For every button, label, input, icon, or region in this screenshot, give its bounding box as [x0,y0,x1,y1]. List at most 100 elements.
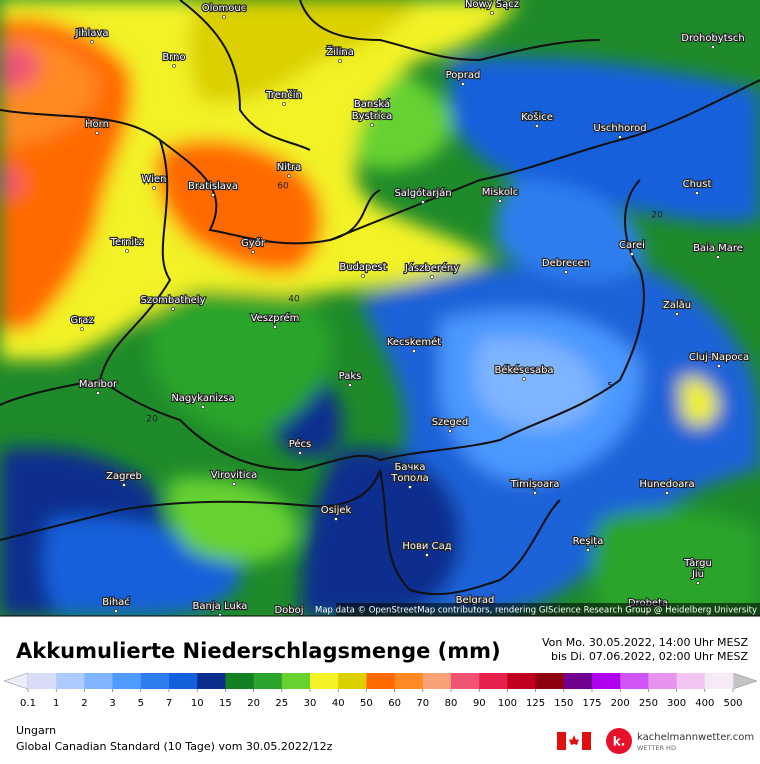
city-dot [125,249,129,253]
legend-title: Akkumulierte Niederschlagsmenge (mm) [16,639,501,663]
city-label: Banja Luka [193,601,248,612]
colorbar-segment [140,673,170,689]
colorbar-tick-label: 10 [191,698,204,709]
colorbar-segment [620,673,649,689]
colorbar-segment [704,673,734,689]
city-dot [211,193,215,197]
city-label: Žilina [326,45,354,58]
colorbar-segment [310,673,339,689]
city-dot [287,174,291,178]
city-dot [421,200,425,204]
city-dot [695,191,699,195]
colorbar-segment [535,673,565,689]
brand-logo [606,728,632,754]
city-label: Wien [142,174,167,185]
city-dot [665,491,669,495]
attribution: Map data © OpenStreetMap contributors, r… [315,606,757,616]
city-dot [218,613,222,616]
city-dot [618,135,622,139]
city-label: Győr [241,237,266,249]
colorbar-segment [225,673,254,689]
city-dot [716,255,720,259]
colorbar-segment [84,673,113,689]
city-label: Bratislava [188,181,238,192]
city-dot [251,250,255,254]
colorbar-segment [366,673,395,689]
city-label: Reșița [573,536,604,547]
city-dot [282,102,286,106]
city-label: Nagykanizsa [171,393,234,404]
colorbar-tick-label: 70 [416,698,429,709]
borders [0,0,760,596]
city-dot [171,307,175,311]
city-label: Топола [390,473,428,484]
city-dot [717,364,721,368]
colorbar-tick-label: 25 [275,698,288,709]
contour-label: 40 [288,295,300,305]
colorbar-tick-label: 15 [219,698,232,709]
city-label: Horn [85,119,109,130]
city-dot [675,312,679,316]
colorbar-tick-label: 5 [138,698,144,709]
city-label: Miskolc [482,187,518,198]
colorbar-segment [676,673,706,689]
city-label: Hunedoara [639,479,694,490]
precip-map: Olomouc Nowy Sącz Jihlava Drohobytsch Brno Ži… [0,0,760,616]
colorbar-segment [422,673,452,689]
colorbar-segment [197,673,226,689]
colorbar-over [732,672,758,690]
city-dot [222,15,226,19]
city-label: Zagreb [106,471,142,482]
model-run: Global Canadian Standard (10 Tage) vom 3… [16,740,333,753]
city-dot [412,349,416,353]
city-dot [425,553,429,557]
region: Ungarn [16,724,56,737]
colorbar-segment [169,673,198,689]
colorbar-segment [563,673,593,689]
city-label: Graz [70,315,93,326]
city-label: Békéscsaba [494,364,553,376]
city-label: Virovitica [211,470,257,481]
colorbar-tick-label: 300 [667,698,686,709]
city-dot [630,252,634,256]
city-dot [122,483,126,487]
brand-name: kachelmannwetter.com [637,732,754,743]
city-label: Szombathely [140,295,205,306]
city-dot [201,405,205,409]
city-label: Bystrica [352,111,392,122]
colorbar-segment [338,673,367,689]
city-dot [533,491,537,495]
city-label: Nowy Sącz [465,0,519,10]
city-label: Nitra [277,162,301,173]
colorbar-segment [592,673,621,689]
colorbar-under [3,672,29,690]
city-dot [152,186,156,190]
contour-label: 20 [651,211,663,221]
colorbar-tick-label: 80 [445,698,458,709]
city-label: Szeged [432,417,469,428]
city-dot [490,11,494,15]
city-dot [334,517,338,521]
colorbar-segment [648,673,677,689]
city-dot [232,482,236,486]
city-label: Cluj-Napoca [689,352,749,363]
city-label: Uschhorod [593,123,646,134]
period-start: Von Mo. 30.05.2022, 14:00 Uhr MESZ [542,636,749,649]
city-dot [370,123,374,127]
city-dot [95,131,99,135]
city-label: Târgu [683,557,712,569]
city-dot [96,391,100,395]
city-dot [298,451,302,455]
city-dot [586,548,590,552]
city-label: Бачка [394,462,425,473]
city-label: Osijek [321,505,352,516]
colorbar-tick-label: 175 [582,698,601,709]
city-label: Maribor [79,379,118,390]
city-dot [498,199,502,203]
city-label: Нови Сад [402,541,451,552]
colorbar-tick-label: 250 [639,698,658,709]
city-label: Budapest [339,262,386,273]
city-label: Veszprém [251,312,300,324]
